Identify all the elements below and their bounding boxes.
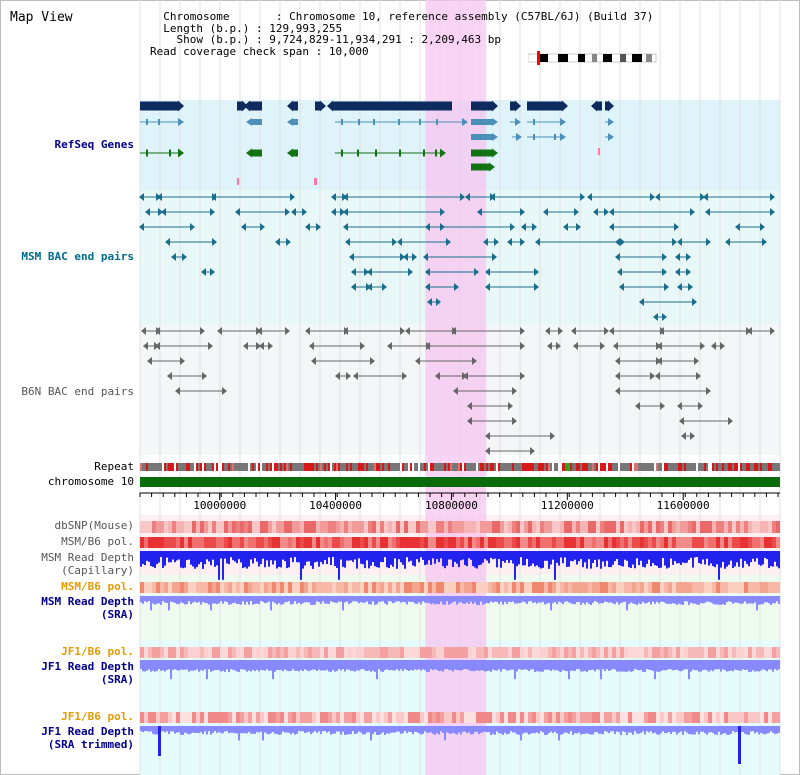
jf1-b6-pol-strip	[140, 647, 780, 658]
label-refseq-genes: RefSeq Genes	[54, 138, 134, 151]
info-row-length: Length (b.p.) : 129,993,255	[163, 21, 343, 35]
label-jf1-depth-sra-sub: (SRA)	[100, 673, 134, 686]
jf1-depth-sra	[140, 660, 780, 680]
label-msm-b6-pol-2: MSM/B6 pol.	[61, 580, 134, 593]
label-b6n-bac: B6N BAC end pairs	[21, 385, 134, 398]
jf1-depth-spike	[158, 726, 161, 756]
info-row-chromosome: Chromosome : Chromosome 10, reference as…	[163, 10, 654, 23]
axis-tick-label: 11600000	[656, 499, 710, 512]
msm-bac-end-pairs	[139, 193, 775, 321]
dbsnp-strip	[140, 521, 780, 533]
jf1-depth-spike	[738, 726, 741, 764]
msm-depth-sra	[140, 596, 780, 611]
axis-tick-label: 10800000	[424, 499, 478, 512]
label-jf1-depth-sra: JF1 Read Depth	[41, 660, 134, 673]
axis-tick-label: 11200000	[540, 499, 594, 512]
label-repeat: Repeat	[94, 460, 134, 473]
chromosome-bar	[140, 477, 780, 487]
axis-tick-label: 10400000	[309, 499, 363, 512]
label-msm-depth-sra: MSM Read Depth	[41, 595, 134, 608]
position-axis	[139, 492, 780, 500]
msm-depth-capillary	[140, 551, 780, 580]
jf1-b6-pol-strip-2	[140, 712, 780, 723]
label-dbsnp: dbSNP(Mouse)	[54, 519, 134, 532]
grid-lines	[139, 0, 781, 775]
label-msm-depth-capillary: MSM Read Depth	[41, 551, 134, 564]
jf1-depth-trimmed	[140, 726, 780, 741]
label-jf1-depth-trimmed-sub: (SRA trimmed)	[47, 738, 134, 751]
msm-b6-pol-strip	[140, 537, 780, 548]
axis-tick-label: 10000000	[193, 499, 247, 512]
repeat-track	[140, 463, 780, 471]
label-msm-bac: MSM BAC end pairs	[21, 250, 134, 263]
chromosome-idiogram[interactable]	[528, 51, 658, 65]
label-jf1-b6-pol-2: JF1/B6 pol.	[61, 710, 134, 723]
msm-b6-pol-strip-2	[140, 582, 780, 593]
info-row-coverage-span: Read coverage check span : 10,000	[150, 44, 369, 58]
view-title: Map View	[10, 10, 73, 25]
info-row-show: Show (b.p.) : 9,724,829-11,934,291 : 2,2…	[176, 33, 502, 46]
label-jf1-b6-pol: JF1/B6 pol.	[61, 645, 134, 658]
refseq-gene-track	[140, 100, 614, 185]
highlight-region	[425, 0, 487, 775]
b6n-bac-end-pairs	[141, 327, 775, 455]
region-info: Chromosome : Chromosome 10, reference as…	[150, 11, 653, 57]
label-msm-depth-capillary-sub: (Capillary)	[61, 564, 134, 577]
label-jf1-depth-trimmed: JF1 Read Depth	[41, 725, 134, 738]
label-msm-depth-sra-sub: (SRA)	[100, 608, 134, 621]
label-msm-b6-pol: MSM/B6 pol.	[61, 535, 134, 548]
label-chromosome: chromosome 10	[47, 475, 134, 488]
